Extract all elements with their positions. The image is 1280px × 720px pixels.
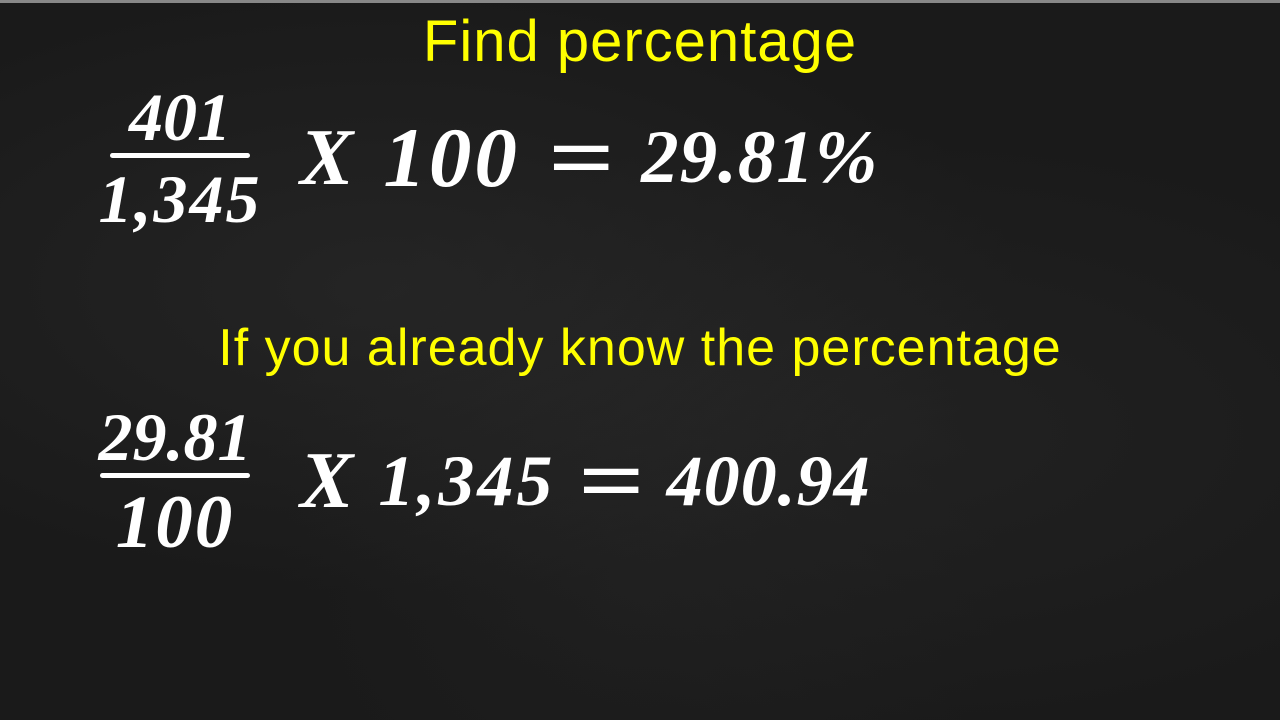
multiplier-1: 100 [383, 109, 520, 207]
equation-2: 29.81 100 X 1,345 = 400.94 [75, 403, 871, 560]
title-already-know: If you already know the percentage [0, 318, 1280, 378]
denominator-2: 100 [116, 480, 235, 560]
numerator-1: 401 [129, 83, 231, 151]
equals-1: = [534, 107, 627, 210]
multiply-operator-2: X [295, 436, 358, 527]
fraction-line-1 [110, 153, 250, 158]
fraction-line-2 [100, 473, 250, 478]
fraction-2: 29.81 100 [75, 403, 275, 560]
result-1: 29.81% [641, 115, 878, 201]
fraction-1: 401 1,345 [90, 83, 270, 233]
multiplier-2: 1,345 [378, 440, 555, 523]
title-find-percentage: Find percentage [0, 8, 1280, 75]
denominator-1: 1,345 [99, 160, 262, 233]
numerator-2: 29.81 [99, 403, 252, 471]
multiply-operator-1: X [295, 113, 358, 204]
result-2: 400.94 [667, 440, 871, 523]
equals-2: = [565, 430, 658, 533]
equation-1: 401 1,345 X 100 = 29.81% [90, 83, 878, 233]
